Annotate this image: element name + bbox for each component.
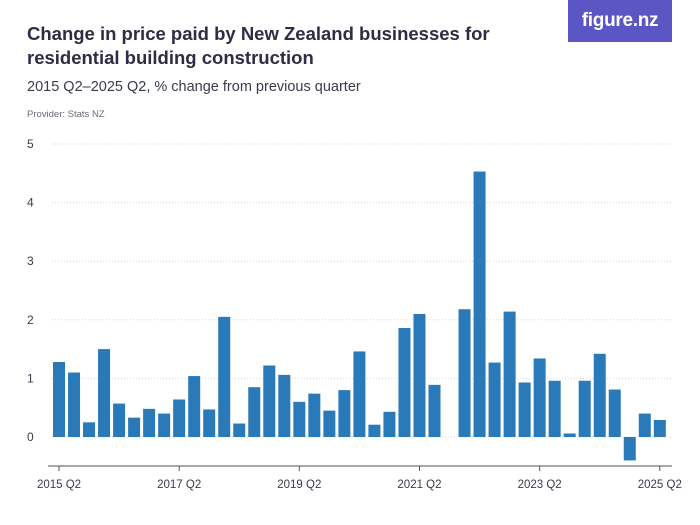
provider-label: Provider: Stats NZ xyxy=(27,109,105,120)
bar-2022-q4[interactable] xyxy=(503,311,516,437)
bar-2024-q2[interactable] xyxy=(593,353,606,437)
axes: 0 1 2 3 4 5 2015 Q2 2017 Q2 2019 Q2 2021 Q2 2023 Q… xyxy=(27,137,682,491)
bar-2022-q3[interactable] xyxy=(488,362,501,437)
bar-2015-q2[interactable] xyxy=(53,361,65,437)
bar-2020-q3[interactable] xyxy=(368,424,381,437)
y-tick-label: 3 xyxy=(27,254,34,268)
bar-2016-q2[interactable] xyxy=(113,403,126,437)
x-tick-label: 2025 Q2 xyxy=(638,479,682,491)
bar-2021-q3[interactable] xyxy=(428,384,441,437)
bar-2016-q1[interactable] xyxy=(98,349,111,437)
y-tick-label: 2 xyxy=(27,313,34,327)
bar-2017-q3[interactable] xyxy=(188,376,201,437)
bar-2018-q4[interactable] xyxy=(263,365,276,437)
bar-2024-q3[interactable] xyxy=(608,389,621,437)
bar-2025-q2[interactable] xyxy=(653,420,666,437)
bar-2017-q4[interactable] xyxy=(203,409,216,437)
figure-nz-logo[interactable]: figure.nz xyxy=(568,0,672,42)
y-tick-label: 5 xyxy=(27,137,34,151)
bar-2022-q2[interactable] xyxy=(473,171,486,438)
x-tick-label: 2019 Q2 xyxy=(277,479,321,491)
x-tick-label: 2021 Q2 xyxy=(397,479,441,491)
bar-2020-q2[interactable] xyxy=(353,351,366,437)
bar-2021-q2[interactable] xyxy=(413,313,426,437)
y-tick-label: 4 xyxy=(27,196,34,210)
bar-2023-q4[interactable] xyxy=(563,433,576,437)
chart-title: Change in price paid by New Zealand busi… xyxy=(27,23,490,68)
bar-2019-q1[interactable] xyxy=(278,374,291,437)
bar-2020-q4[interactable] xyxy=(383,411,396,437)
y-tick-label: 1 xyxy=(27,371,34,385)
bar-2015-q4[interactable] xyxy=(83,422,96,437)
bars xyxy=(53,171,666,461)
bar-2021-q1[interactable] xyxy=(398,328,411,437)
bar-2019-q2[interactable] xyxy=(293,401,306,437)
bar-2022-q1[interactable] xyxy=(458,309,471,437)
bar-2024-q4[interactable] xyxy=(623,437,636,461)
chart-subtitle: 2015 Q2–2025 Q2, % change from previous … xyxy=(27,79,361,95)
bar-2019-q4[interactable] xyxy=(323,410,336,437)
bar-2025-q1[interactable] xyxy=(638,413,651,437)
bar-2015-q3[interactable] xyxy=(68,372,81,437)
bar-2023-q3[interactable] xyxy=(548,380,561,437)
bar-2023-q1[interactable] xyxy=(518,382,531,437)
x-tick-label: 2015 Q2 xyxy=(37,479,81,491)
bar-2023-q2[interactable] xyxy=(533,358,546,437)
bar-2016-q4[interactable] xyxy=(143,408,156,437)
bar-2016-q3[interactable] xyxy=(128,417,141,437)
bar-2017-q1[interactable] xyxy=(158,413,171,437)
x-tick-label: 2023 Q2 xyxy=(518,479,562,491)
bar-2018-q3[interactable] xyxy=(248,387,261,437)
bar-2018-q2[interactable] xyxy=(233,423,246,437)
x-tick-label: 2017 Q2 xyxy=(157,479,201,491)
bar-2018-q1[interactable] xyxy=(218,316,231,437)
bar-2017-q2[interactable] xyxy=(173,399,186,437)
y-tick-label: 0 xyxy=(27,430,34,444)
bar-2020-q1[interactable] xyxy=(338,390,351,437)
bar-2019-q3[interactable] xyxy=(308,393,321,437)
bar-2024-q1[interactable] xyxy=(578,380,591,437)
